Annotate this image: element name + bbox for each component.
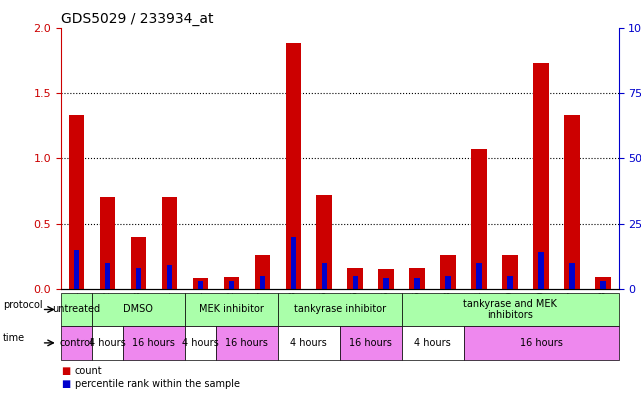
Text: ■: ■	[61, 366, 70, 376]
Bar	[415, 278, 420, 289]
Text: 4 hours: 4 hours	[414, 338, 451, 348]
Text: time: time	[3, 333, 26, 343]
Bar	[224, 277, 239, 289]
Bar	[260, 276, 265, 289]
Bar	[533, 63, 549, 289]
Bar	[322, 263, 327, 289]
Bar	[564, 115, 580, 289]
Bar	[569, 263, 575, 289]
Bar	[136, 268, 141, 289]
Text: 16 hours: 16 hours	[226, 338, 268, 348]
Text: MEK inhibitor: MEK inhibitor	[199, 305, 263, 314]
Bar	[290, 237, 296, 289]
Text: ■: ■	[61, 378, 70, 389]
Bar	[317, 195, 332, 289]
Bar	[476, 263, 482, 289]
Text: 4 hours: 4 hours	[290, 338, 327, 348]
Bar	[104, 263, 110, 289]
Bar	[229, 281, 234, 289]
Bar	[601, 281, 606, 289]
Text: DMSO: DMSO	[124, 305, 153, 314]
Bar	[410, 268, 425, 289]
Text: tankyrase inhibitor: tankyrase inhibitor	[294, 305, 386, 314]
Bar	[69, 115, 84, 289]
Bar	[285, 43, 301, 289]
Bar	[74, 250, 79, 289]
Text: 4 hours: 4 hours	[89, 338, 126, 348]
Text: count: count	[75, 366, 103, 376]
Text: 16 hours: 16 hours	[349, 338, 392, 348]
Bar	[383, 278, 389, 289]
Text: protocol: protocol	[3, 300, 43, 310]
Bar	[131, 237, 146, 289]
Text: 4 hours: 4 hours	[182, 338, 219, 348]
Text: GDS5029 / 233934_at: GDS5029 / 233934_at	[61, 12, 213, 26]
Bar	[471, 149, 487, 289]
Bar	[353, 276, 358, 289]
Bar	[167, 265, 172, 289]
Bar	[197, 281, 203, 289]
Bar	[378, 269, 394, 289]
Bar	[538, 252, 544, 289]
Bar	[440, 255, 456, 289]
Text: percentile rank within the sample: percentile rank within the sample	[75, 378, 240, 389]
Bar	[595, 277, 611, 289]
Bar	[445, 276, 451, 289]
Text: tankyrase and MEK
inhibitors: tankyrase and MEK inhibitors	[463, 299, 557, 320]
Text: control: control	[60, 338, 93, 348]
Bar	[503, 255, 518, 289]
Bar	[192, 278, 208, 289]
Bar	[508, 276, 513, 289]
Text: untreated: untreated	[53, 305, 101, 314]
Text: 16 hours: 16 hours	[133, 338, 175, 348]
Text: 16 hours: 16 hours	[520, 338, 563, 348]
Bar	[254, 255, 270, 289]
Bar	[162, 197, 177, 289]
Bar	[347, 268, 363, 289]
Bar	[99, 197, 115, 289]
